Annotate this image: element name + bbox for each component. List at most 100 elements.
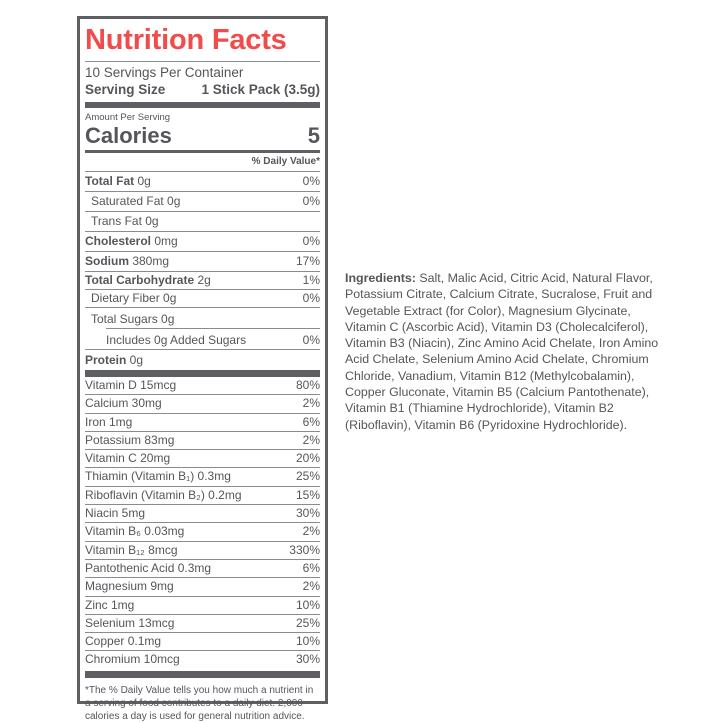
serving-size: Serving Size 1 Stick Pack (3.5g) bbox=[85, 81, 320, 98]
thick-divider bbox=[85, 102, 320, 108]
vitamin-row: Vitamin D 15mcg 80% bbox=[85, 377, 320, 394]
ingredients-text: Salt, Malic Acid, Citric Acid, Natural F… bbox=[345, 271, 659, 432]
vitamin-name: Calcium 30mg bbox=[85, 396, 162, 411]
nutrient-row: Sodium 380mg 17% bbox=[85, 251, 320, 271]
vitamin-dv: 20% bbox=[295, 451, 320, 466]
vitamin-name: Pantothenic Acid 0.3mg bbox=[85, 560, 212, 575]
vitamin-name: Selenium 13mcg bbox=[85, 615, 175, 630]
nutrient-amount: 2g bbox=[194, 273, 211, 287]
vitamin-name: Thiamin (Vitamin B₁) 0.3mg bbox=[85, 469, 231, 484]
vitamin-dv: 10% bbox=[295, 634, 320, 649]
vitamin-row: Chromium 10mcg 30% bbox=[85, 650, 320, 668]
nutrient-name: Saturated Fat 0g bbox=[91, 194, 181, 208]
nutrient-row: Dietary Fiber 0g 0% bbox=[85, 289, 320, 307]
vitamin-dv: 25% bbox=[295, 469, 320, 484]
nutrient-row: Cholesterol 0mg 0% bbox=[85, 231, 320, 251]
vitamin-dv: 30% bbox=[295, 652, 320, 667]
nutrient-amount: 0mg bbox=[151, 234, 178, 248]
ingredients-heading: Ingredients: bbox=[345, 271, 416, 285]
vitamin-dv: 6% bbox=[302, 414, 320, 429]
daily-value-header: % Daily Value* bbox=[251, 156, 320, 167]
serving-size-label: Serving Size bbox=[85, 82, 166, 97]
vitamin-row: Magnesium 9mg 2% bbox=[85, 577, 320, 595]
vitamin-row: Vitamin C 20mg 20% bbox=[85, 449, 320, 467]
vitamin-row: Iron 1mg 6% bbox=[85, 412, 320, 431]
vitamin-row: Calcium 30mg 2% bbox=[85, 394, 320, 412]
nutrient-amount: 0g bbox=[126, 353, 144, 367]
vitamin-row: Riboflavin (Vitamin B₂) 0.2mg 15% bbox=[85, 485, 320, 504]
vitamin-dv: 2% bbox=[302, 432, 320, 447]
vitamin-dv: 25% bbox=[295, 615, 320, 630]
nutrient-amount: 380mg bbox=[129, 254, 170, 268]
nutrition-facts-label: Nutrition Facts 10 Servings Per Containe… bbox=[77, 16, 328, 722]
vitamin-name: Vitamin B₆ 0.03mg bbox=[85, 524, 185, 539]
vitamin-name: Zinc 1mg bbox=[85, 597, 135, 612]
vitamin-row: Potassium 83mg 2% bbox=[85, 430, 320, 449]
vitamin-dv: 10% bbox=[295, 597, 320, 612]
nutrient-row: Saturated Fat 0g 0% bbox=[85, 191, 320, 211]
footnote: *The % Daily Value tells you how much a … bbox=[85, 684, 314, 722]
ingredients: Ingredients: Salt, Malic Acid, Citric Ac… bbox=[345, 270, 665, 433]
serving-size-value: 1 Stick Pack (3.5g) bbox=[201, 82, 320, 97]
calories-value: 5 bbox=[307, 123, 320, 148]
nutrient-row: Trans Fat 0g bbox=[85, 211, 320, 231]
vitamin-row: Pantothenic Acid 0.3mg 6% bbox=[85, 558, 320, 577]
amount-per-serving: Amount Per Serving bbox=[85, 112, 171, 123]
nutrient-name: Cholesterol bbox=[85, 234, 152, 248]
vitamin-dv: 80% bbox=[295, 378, 320, 392]
vitamin-name: Potassium 83mg bbox=[85, 432, 175, 447]
vitamin-row: Copper 0.1mg 10% bbox=[85, 632, 320, 650]
nutrient-dv: 0% bbox=[302, 333, 320, 347]
servings-per-container: 10 Servings Per Container bbox=[85, 65, 244, 80]
nutrient-amount: 0g bbox=[134, 174, 151, 188]
nutrient-dv: 1% bbox=[302, 273, 320, 287]
vitamin-dv: 6% bbox=[302, 560, 320, 575]
vitamin-row: Vitamin B₆ 0.03mg 2% bbox=[85, 522, 320, 540]
vitamin-dv: 2% bbox=[302, 524, 320, 539]
vitamin-name: Niacin 5mg bbox=[85, 506, 146, 521]
vitamin-row: Vitamin B₁₂ 8mcg 330% bbox=[85, 540, 320, 559]
label-title: Nutrition Facts bbox=[85, 24, 287, 56]
divider bbox=[85, 61, 320, 62]
nutrient-dv: 0% bbox=[302, 291, 320, 305]
nutrient-dv: 0% bbox=[302, 234, 320, 248]
nutrient-name: Dietary Fiber 0g bbox=[91, 291, 177, 305]
vitamin-dv: 2% bbox=[302, 579, 320, 594]
nutrient-name: Protein bbox=[85, 353, 127, 367]
thick-divider bbox=[85, 370, 320, 377]
nutrient-dv: 0% bbox=[302, 194, 320, 208]
vitamins-list: Vitamin D 15mcg 80% Calcium 30mg 2% Iron 1mg… bbox=[85, 377, 320, 669]
vitamin-dv: 15% bbox=[295, 487, 320, 502]
nutrient-row: Total Carbohydrate 2g 1% bbox=[85, 271, 320, 289]
vitamin-name: Copper 0.1mg bbox=[85, 634, 162, 649]
nutrient-dv: 0% bbox=[302, 174, 320, 188]
thick-divider bbox=[85, 670, 320, 678]
vitamin-row: Selenium 13mcg 25% bbox=[85, 613, 320, 632]
vitamin-name: Chromium 10mcg bbox=[85, 652, 180, 667]
medium-divider bbox=[85, 150, 320, 153]
nutrient-name: Sodium bbox=[85, 254, 129, 268]
nutrient-dv: 17% bbox=[295, 254, 320, 268]
nutrient-name: Trans Fat 0g bbox=[91, 214, 159, 228]
vitamin-row: Zinc 1mg 10% bbox=[85, 595, 320, 614]
vitamin-name: Riboflavin (Vitamin B₂) 0.2mg bbox=[85, 487, 242, 502]
vitamin-row: Niacin 5mg 30% bbox=[85, 504, 320, 522]
calories-label: Calories bbox=[85, 123, 172, 148]
vitamin-name: Vitamin D 15mcg bbox=[85, 378, 177, 392]
nutrient-name: Total Carbohydrate bbox=[85, 273, 195, 287]
vitamin-dv: 30% bbox=[295, 506, 320, 521]
vitamin-name: Vitamin C 20mg bbox=[85, 451, 171, 466]
nutrient-row: Total Fat 0g 0% bbox=[85, 171, 320, 191]
vitamin-name: Vitamin B₁₂ 8mcg bbox=[85, 542, 178, 557]
nutrient-name: Total Sugars 0g bbox=[91, 312, 175, 326]
calories-row: Calories 5 bbox=[85, 124, 320, 148]
vitamin-name: Magnesium 9mg bbox=[85, 579, 174, 594]
nutrient-row: Includes 0g Added Sugars 0% bbox=[106, 328, 320, 349]
nutrient-name: Includes 0g Added Sugars bbox=[106, 333, 247, 347]
vitamin-row: Thiamin (Vitamin B₁) 0.3mg 25% bbox=[85, 467, 320, 485]
vitamin-dv: 2% bbox=[302, 396, 320, 411]
nutrient-row: Protein 0g bbox=[85, 349, 320, 370]
vitamin-dv: 330% bbox=[289, 542, 320, 557]
vitamin-name: Iron 1mg bbox=[85, 414, 133, 429]
nutrient-row: Total Sugars 0g bbox=[85, 307, 320, 328]
